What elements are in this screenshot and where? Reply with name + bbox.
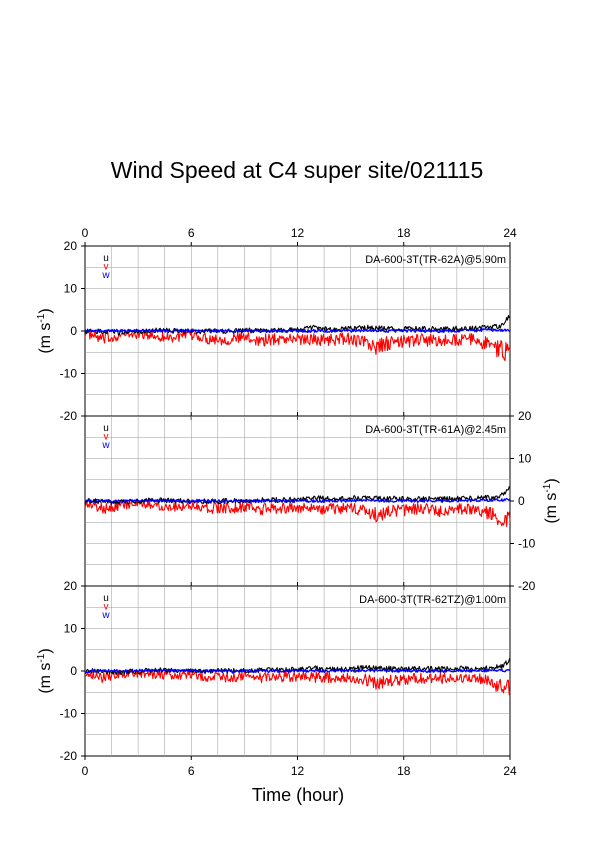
legend-entry-w: w [101, 440, 110, 451]
series-v-line [84, 499, 511, 527]
legend-entry-v: v [104, 602, 109, 613]
y-tick-label: -20 [518, 579, 536, 593]
series-w-line [84, 328, 510, 334]
instrument-label: DA-600-3T(TR-62TZ)@1.00m [359, 594, 506, 606]
y-tick-label: 10 [518, 452, 532, 466]
y-tick-label: 0 [70, 324, 77, 338]
x-tick-label: 18 [397, 764, 411, 778]
y-tick-label: -10 [60, 367, 78, 381]
series-w-line [84, 668, 511, 674]
x-axis-label: Time (hour) [252, 785, 344, 805]
y-tick-label: 20 [518, 409, 532, 423]
series-v-line [85, 669, 511, 696]
y-tick-label: -20 [60, 749, 78, 763]
y-tick-label: 0 [70, 664, 77, 678]
y-tick-label: 10 [64, 622, 78, 636]
legend-entry-u: u [103, 423, 109, 434]
y-axis-label: (m s-1) [36, 308, 54, 353]
x-tick-label: 12 [291, 764, 305, 778]
panels-group: -20 -10 0 10 20 (m s-1) DA-600-3T(TR-62A)@5.90… [36, 226, 560, 778]
instrument-label: DA-600-3T(TR-62A)@5.90m [365, 254, 506, 266]
series-v-line [84, 329, 511, 361]
panel-2: -20 -10 0 10 20 (m s-1) DA-600-3T(TR-61A)@2.45… [84, 409, 560, 593]
legend-entry-v: v [104, 262, 109, 273]
x-tick-label-top: 24 [503, 226, 517, 240]
y-axis-label: (m s-1) [36, 648, 54, 693]
y-tick-label: -10 [518, 537, 536, 551]
y-axis-label: (m s-1) [542, 478, 560, 523]
panel-1: -20 -10 0 10 20 (m s-1) DA-600-3T(TR-62A)@5.90… [36, 226, 517, 423]
x-tick-label: 6 [188, 764, 195, 778]
y-tick-label: -10 [60, 707, 78, 721]
y-tick-label: -20 [60, 409, 78, 423]
legend-entry-w: w [101, 270, 110, 281]
x-tick-label: 0 [82, 764, 89, 778]
y-tick-label: 10 [64, 282, 78, 296]
instrument-label: DA-600-3T(TR-61A)@2.45m [365, 424, 506, 436]
x-tick-label: 24 [503, 764, 517, 778]
legend-entry-u: u [103, 253, 109, 264]
series-w-line [84, 497, 511, 504]
x-tick-label-top: 12 [291, 226, 305, 240]
x-tick-label-top: 18 [397, 226, 411, 240]
x-tick-label-top: 0 [82, 226, 89, 240]
legend-entry-w: w [101, 610, 110, 621]
y-tick-label: 20 [64, 239, 78, 253]
legend-entry-u: u [103, 593, 109, 604]
figure-title: Wind Speed at C4 super site/021115 [111, 157, 484, 183]
x-tick-label-top: 6 [188, 226, 195, 240]
legend-entry-v: v [104, 432, 109, 443]
panel-3: -20 -10 0 10 20 (m s-1) DA-600-3T(TR-62TZ)@1.0… [36, 579, 517, 778]
y-tick-label: 0 [518, 494, 525, 508]
y-tick-label: 20 [64, 579, 78, 593]
